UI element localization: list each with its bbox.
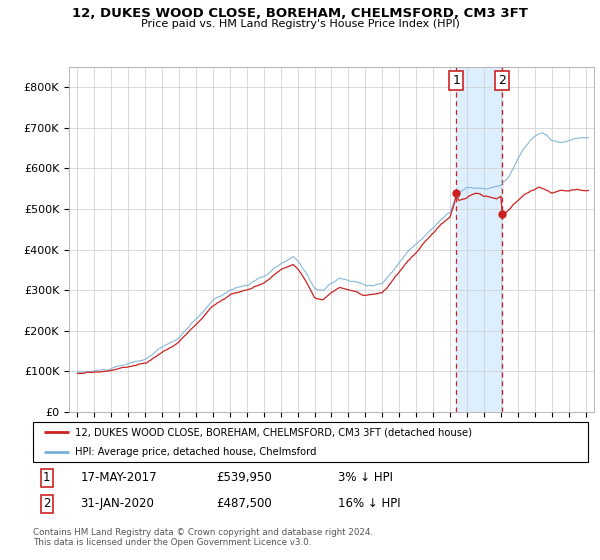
Bar [457, 67, 502, 412]
Text: £539,950: £539,950 [216, 471, 272, 484]
Text: 3% ↓ HPI: 3% ↓ HPI [338, 471, 393, 484]
Text: 2: 2 [43, 497, 50, 510]
Text: 2: 2 [498, 74, 506, 87]
Text: £487,500: £487,500 [216, 497, 272, 510]
Text: Contains HM Land Registry data © Crown copyright and database right 2024.
This d: Contains HM Land Registry data © Crown c… [33, 528, 373, 547]
Text: 12, DUKES WOOD CLOSE, BOREHAM, CHELMSFORD, CM3 3FT: 12, DUKES WOOD CLOSE, BOREHAM, CHELMSFOR… [72, 7, 528, 20]
Text: 1: 1 [43, 471, 50, 484]
Text: Price paid vs. HM Land Registry's House Price Index (HPI): Price paid vs. HM Land Registry's House … [140, 19, 460, 29]
Text: 12, DUKES WOOD CLOSE, BOREHAM, CHELMSFORD, CM3 3FT (detached house): 12, DUKES WOOD CLOSE, BOREHAM, CHELMSFOR… [74, 427, 472, 437]
FancyBboxPatch shape [33, 422, 588, 462]
Text: HPI: Average price, detached house, Chelmsford: HPI: Average price, detached house, Chel… [74, 446, 316, 456]
Text: 31-JAN-2020: 31-JAN-2020 [80, 497, 154, 510]
Text: 1: 1 [452, 74, 460, 87]
Text: 16% ↓ HPI: 16% ↓ HPI [338, 497, 401, 510]
Text: 17-MAY-2017: 17-MAY-2017 [80, 471, 157, 484]
